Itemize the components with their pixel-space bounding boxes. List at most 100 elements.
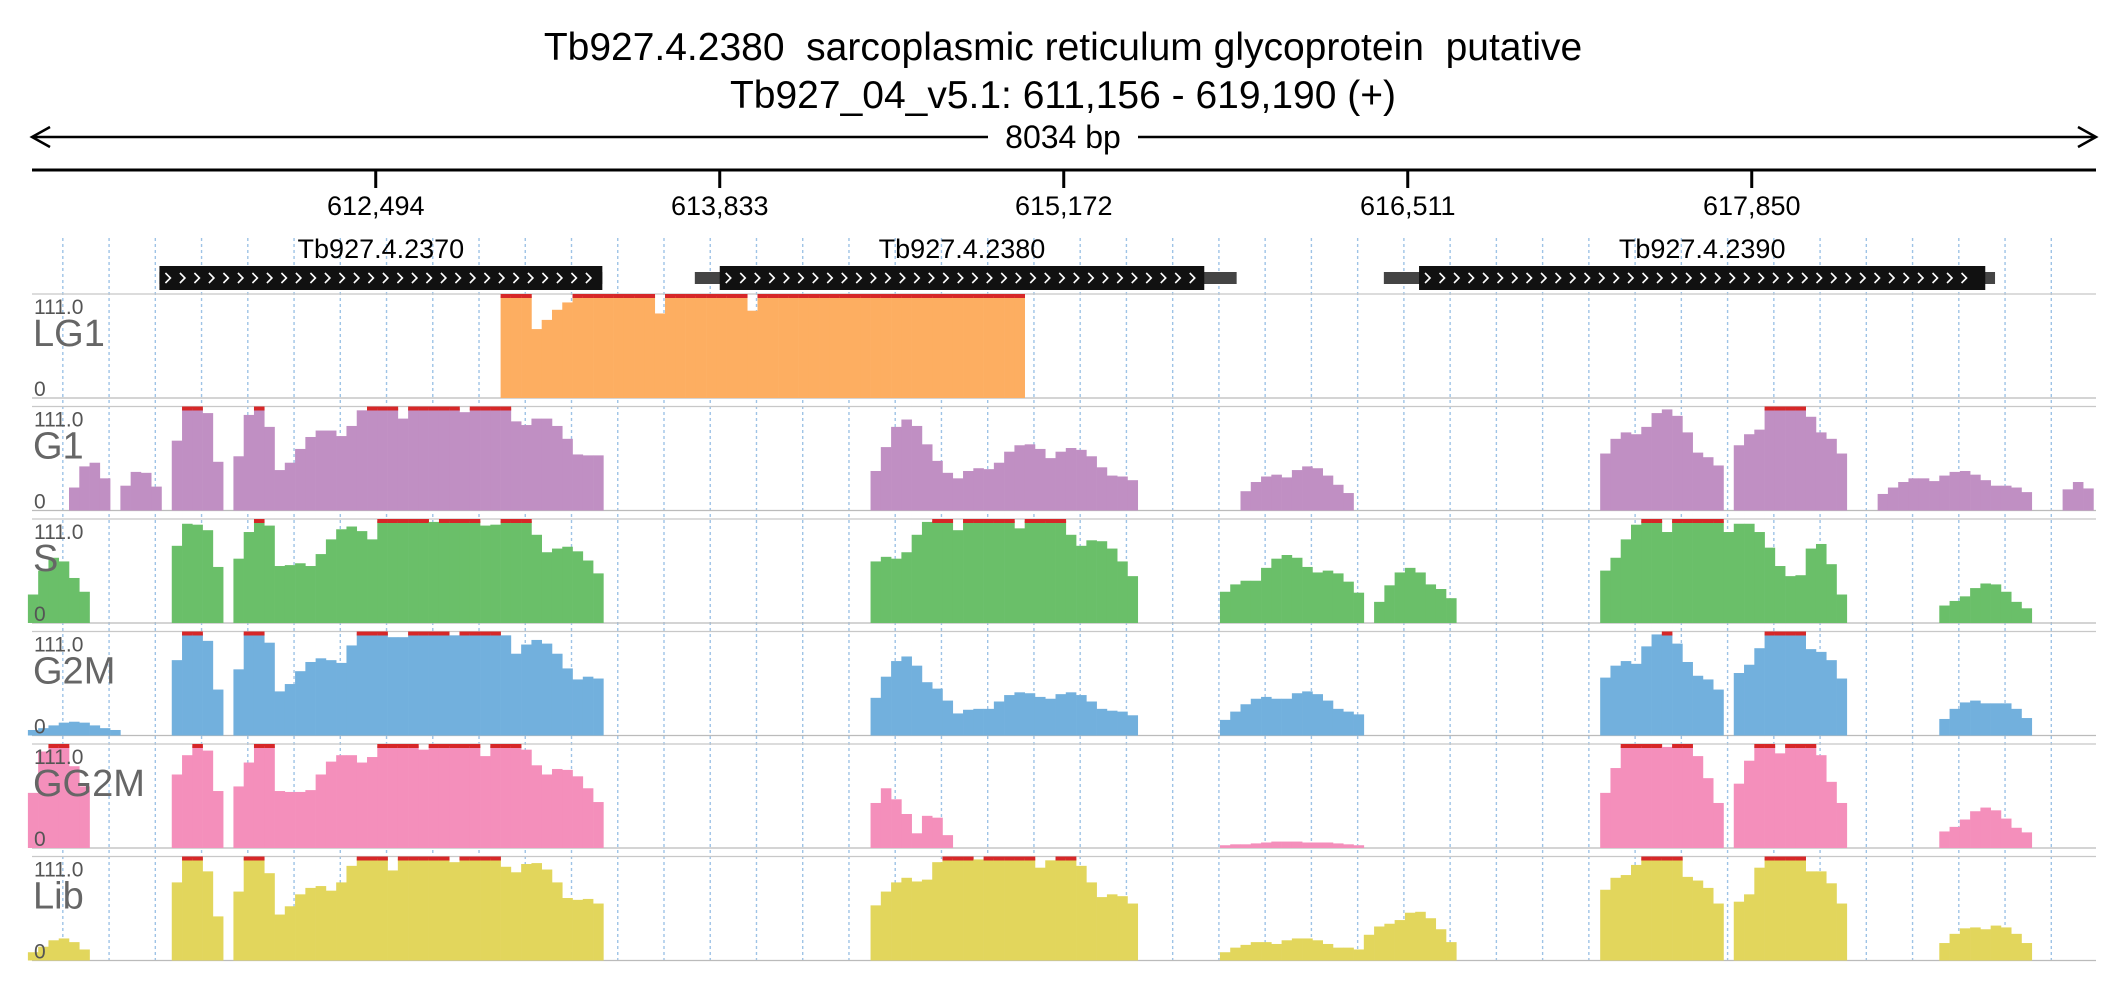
strand-arrow-icon bbox=[928, 272, 935, 284]
coverage-bar bbox=[295, 894, 306, 961]
coverage-bar bbox=[1774, 633, 1786, 736]
clip-marker bbox=[593, 294, 604, 298]
coverage-bar bbox=[305, 790, 316, 848]
coverage-bar bbox=[490, 524, 501, 623]
coverage-bar bbox=[531, 418, 543, 511]
coverage-bar bbox=[1353, 592, 1365, 623]
coverage-bar bbox=[151, 486, 162, 511]
clip-marker bbox=[767, 294, 779, 298]
coverage-bar bbox=[1353, 845, 1365, 848]
clip-marker bbox=[808, 294, 820, 298]
clip-marker bbox=[1785, 631, 1796, 636]
coverage-bar bbox=[891, 296, 902, 398]
coverage-bar bbox=[459, 858, 471, 961]
clip-marker bbox=[963, 519, 974, 523]
coverage-bar bbox=[1764, 408, 1776, 511]
coverage-bar bbox=[860, 296, 871, 398]
clip-marker bbox=[880, 294, 892, 298]
coverage-bar bbox=[1939, 943, 1950, 961]
coverage-bar bbox=[367, 757, 378, 848]
strand-arrow-icon bbox=[1902, 272, 1910, 284]
coverage-bar bbox=[1631, 524, 1642, 623]
coverage-bar bbox=[1610, 665, 1622, 736]
coverage-bar bbox=[603, 296, 614, 398]
coverage-bar bbox=[757, 296, 769, 398]
coverage-bar bbox=[387, 637, 399, 736]
coverage-bar bbox=[1312, 842, 1324, 848]
clip-marker bbox=[1795, 406, 1806, 411]
coverage-bar bbox=[593, 573, 604, 623]
strand-arrow-icon bbox=[164, 272, 172, 284]
coverage-bar bbox=[1949, 600, 1961, 623]
coverage-bar bbox=[2021, 492, 2033, 511]
coverage-bar bbox=[1733, 783, 1745, 848]
coverage-bar bbox=[1744, 760, 1755, 848]
coverage-bar bbox=[2011, 708, 2022, 736]
coverage-bar bbox=[983, 858, 995, 961]
coverage-bar bbox=[1815, 432, 1827, 511]
coverage-bar bbox=[38, 751, 49, 848]
coverage-bar bbox=[1219, 719, 1231, 736]
coverage-bar bbox=[1939, 605, 1950, 623]
coverage-bar bbox=[675, 296, 686, 398]
coverage-bar bbox=[377, 521, 388, 623]
coverage-bar bbox=[1959, 819, 1971, 848]
coverage-bar bbox=[1774, 566, 1786, 623]
ruler-tick-label: 615,172 bbox=[1015, 191, 1113, 221]
coverage-bar bbox=[1343, 711, 1354, 736]
coverage-bar bbox=[1045, 458, 1056, 511]
coverage-bar bbox=[99, 478, 111, 511]
coverage-bar bbox=[1415, 911, 1426, 961]
coverage-bar bbox=[562, 302, 573, 398]
coverage-bar bbox=[325, 660, 337, 736]
coverage-bar bbox=[572, 454, 584, 511]
coverage-bar bbox=[1661, 858, 1673, 961]
coverage-bar bbox=[1764, 633, 1776, 736]
coverage-bar bbox=[1034, 696, 1046, 736]
coverage-bar bbox=[1106, 894, 1118, 961]
coverage-bar bbox=[1723, 532, 1735, 623]
coverage-bar bbox=[932, 296, 943, 398]
coverage-bar bbox=[541, 552, 553, 623]
clip-marker bbox=[438, 744, 450, 748]
clip-marker bbox=[192, 631, 203, 636]
coverage-bar bbox=[541, 774, 553, 848]
coverage-bar bbox=[192, 858, 203, 961]
coverage-bar bbox=[1774, 753, 1786, 848]
coverage-bar bbox=[1363, 934, 1375, 961]
coverage-bar bbox=[79, 722, 90, 736]
coverage-bar bbox=[1404, 912, 1416, 961]
coverage-bar bbox=[932, 521, 943, 623]
coverage-bar bbox=[1826, 660, 1837, 736]
clip-marker bbox=[942, 856, 954, 861]
track-name: G2M bbox=[33, 651, 115, 693]
clip-marker bbox=[757, 294, 769, 298]
coverage-bar bbox=[1949, 708, 1961, 736]
coverage-bar bbox=[1641, 646, 1652, 736]
coverage-bar bbox=[356, 633, 368, 736]
coverage-bar bbox=[1353, 949, 1365, 961]
coverage-bar bbox=[48, 940, 60, 961]
coverage-bar bbox=[79, 949, 90, 961]
clip-marker bbox=[1702, 519, 1714, 523]
clip-marker bbox=[634, 294, 645, 298]
track-lg1: 111.0 0 LG1 bbox=[32, 293, 2096, 401]
coverage-bar bbox=[192, 746, 203, 848]
coverage-bar bbox=[315, 430, 327, 511]
coverage-bar bbox=[1261, 696, 1272, 736]
coverage-bar bbox=[891, 799, 902, 848]
clip-marker bbox=[48, 744, 60, 748]
coverage-bar bbox=[1610, 438, 1622, 511]
clip-marker bbox=[932, 519, 943, 523]
clip-marker bbox=[356, 856, 368, 861]
coverage-bar bbox=[932, 460, 943, 511]
coverage-bar bbox=[428, 746, 440, 848]
strand-arrow-icon bbox=[1844, 272, 1852, 284]
coverage-bar bbox=[1446, 598, 1457, 623]
coverage-bar bbox=[1106, 710, 1118, 736]
strand-arrow-icon bbox=[1000, 272, 1008, 284]
coverage-bar bbox=[1682, 432, 1693, 511]
coverage-bar bbox=[1086, 540, 1097, 623]
coverage-bar bbox=[1322, 700, 1334, 736]
coverage-bar bbox=[880, 676, 892, 736]
